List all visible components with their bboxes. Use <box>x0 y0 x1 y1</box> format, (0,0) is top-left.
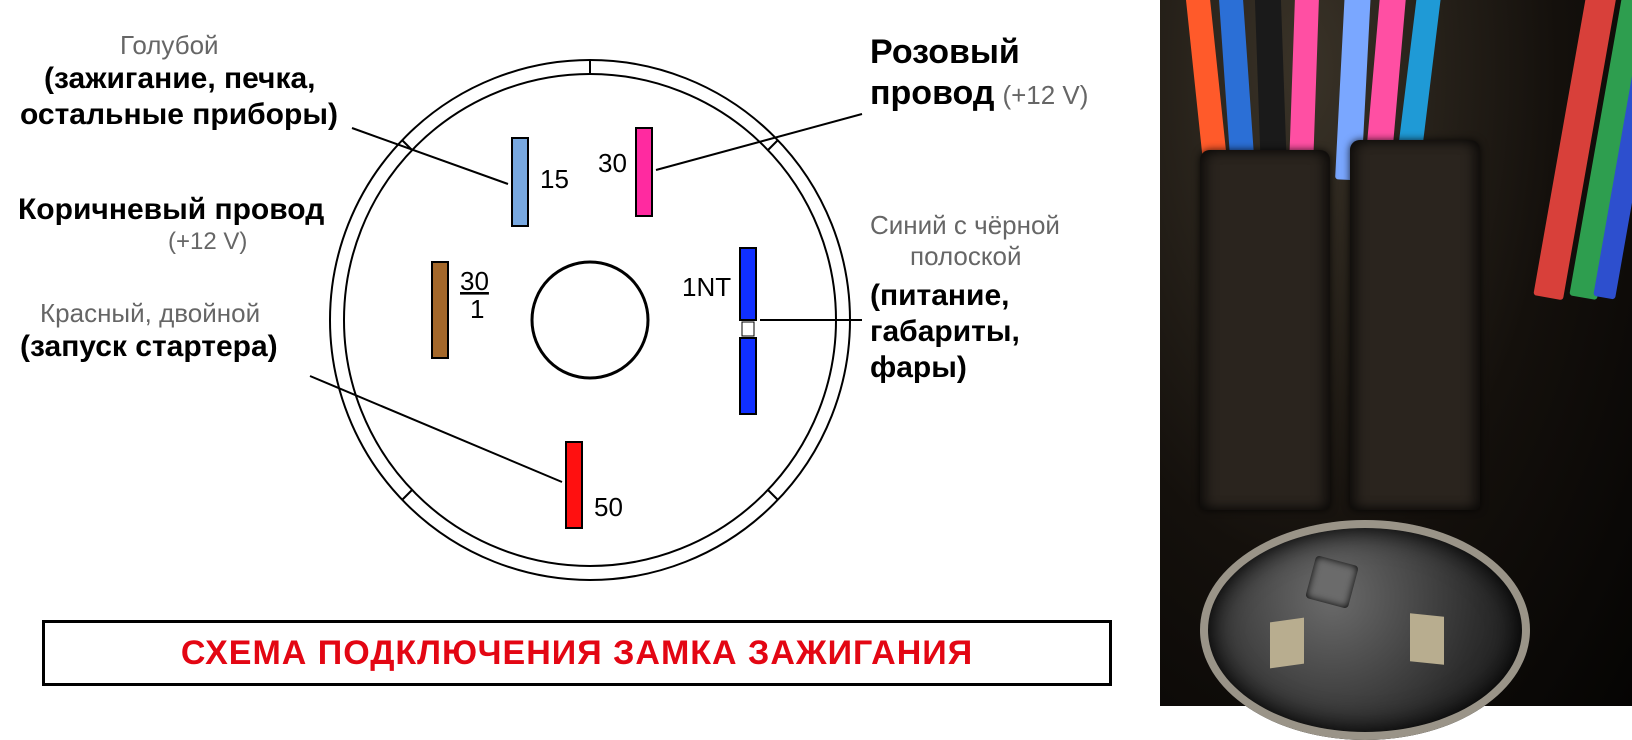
terminal-15 <box>512 138 528 226</box>
callout-brown-title: Коричневый провод <box>18 192 324 228</box>
callout-red-title: Красный, двойной <box>40 298 278 329</box>
connector-rim <box>1200 520 1530 740</box>
terminal-30 <box>636 128 652 216</box>
callout-blueblack-detail-2: габариты, <box>870 314 1060 350</box>
callout-blue-detail-1: (зажигание, печка, <box>44 61 338 97</box>
callout-blue-detail-2: остальные приборы) <box>20 97 338 133</box>
callout-pink-detail: (+12 V) <box>1002 80 1088 111</box>
photo-area <box>1160 0 1632 706</box>
title-text: СХЕМА ПОДКЛЮЧЕНИЯ ЗАМКА ЗАЖИГАНИЯ <box>181 634 973 673</box>
terminal-1nt-gap <box>742 322 754 336</box>
callout-blueblack-detail-1: (питание, <box>870 278 1060 314</box>
callout-blueblack-title-2: полоской <box>910 241 1060 272</box>
callout-red-detail: (запуск стартера) <box>20 329 278 365</box>
terminal-30-label: 30 <box>598 148 627 178</box>
callout-pink: Розовый провод (+12 V) <box>870 32 1088 114</box>
diagram-area: 15 30 30 1 1NT 50 Голубой (зажигание, пе… <box>0 0 1160 706</box>
leader-blue <box>352 128 508 184</box>
terminal-30-1-label-bottom: 1 <box>470 294 484 324</box>
terminal-50-label: 50 <box>594 492 623 522</box>
connector-blade-1 <box>1270 618 1304 669</box>
leader-red <box>310 376 562 482</box>
callout-blue: Голубой (зажигание, печка, остальные при… <box>120 30 338 133</box>
callout-brown: Коричневый провод (+12 V) <box>18 192 324 257</box>
callout-blueblack-title-1: Синий с чёрной <box>870 210 1060 241</box>
callout-pink-title-2: провод <box>870 73 994 114</box>
callout-red: Красный, двойной (запуск стартера) <box>40 298 278 365</box>
callout-pink-title-1: Розовый <box>870 32 1088 73</box>
terminal-1nt-bottom <box>740 338 756 414</box>
sleeve-right <box>1350 140 1480 510</box>
callout-blueblack: Синий с чёрной полоской (питание, габари… <box>870 210 1060 386</box>
sleeve-left <box>1200 150 1330 510</box>
terminal-30-1-label-top: 30 <box>460 266 489 296</box>
center-hole <box>532 262 648 378</box>
callout-blueblack-detail-3: фары) <box>870 350 1060 386</box>
terminal-1nt-top <box>740 248 756 320</box>
terminal-50 <box>566 442 582 528</box>
terminal-30-1 <box>432 262 448 358</box>
terminal-1nt-label: 1NT <box>682 272 731 302</box>
terminal-15-label: 15 <box>540 164 569 194</box>
callout-blue-title: Голубой <box>120 30 338 61</box>
connector-blade-2 <box>1410 613 1444 665</box>
title-box: СХЕМА ПОДКЛЮЧЕНИЯ ЗАМКА ЗАЖИГАНИЯ <box>42 620 1112 686</box>
callout-brown-detail: (+12 V) <box>168 228 324 257</box>
